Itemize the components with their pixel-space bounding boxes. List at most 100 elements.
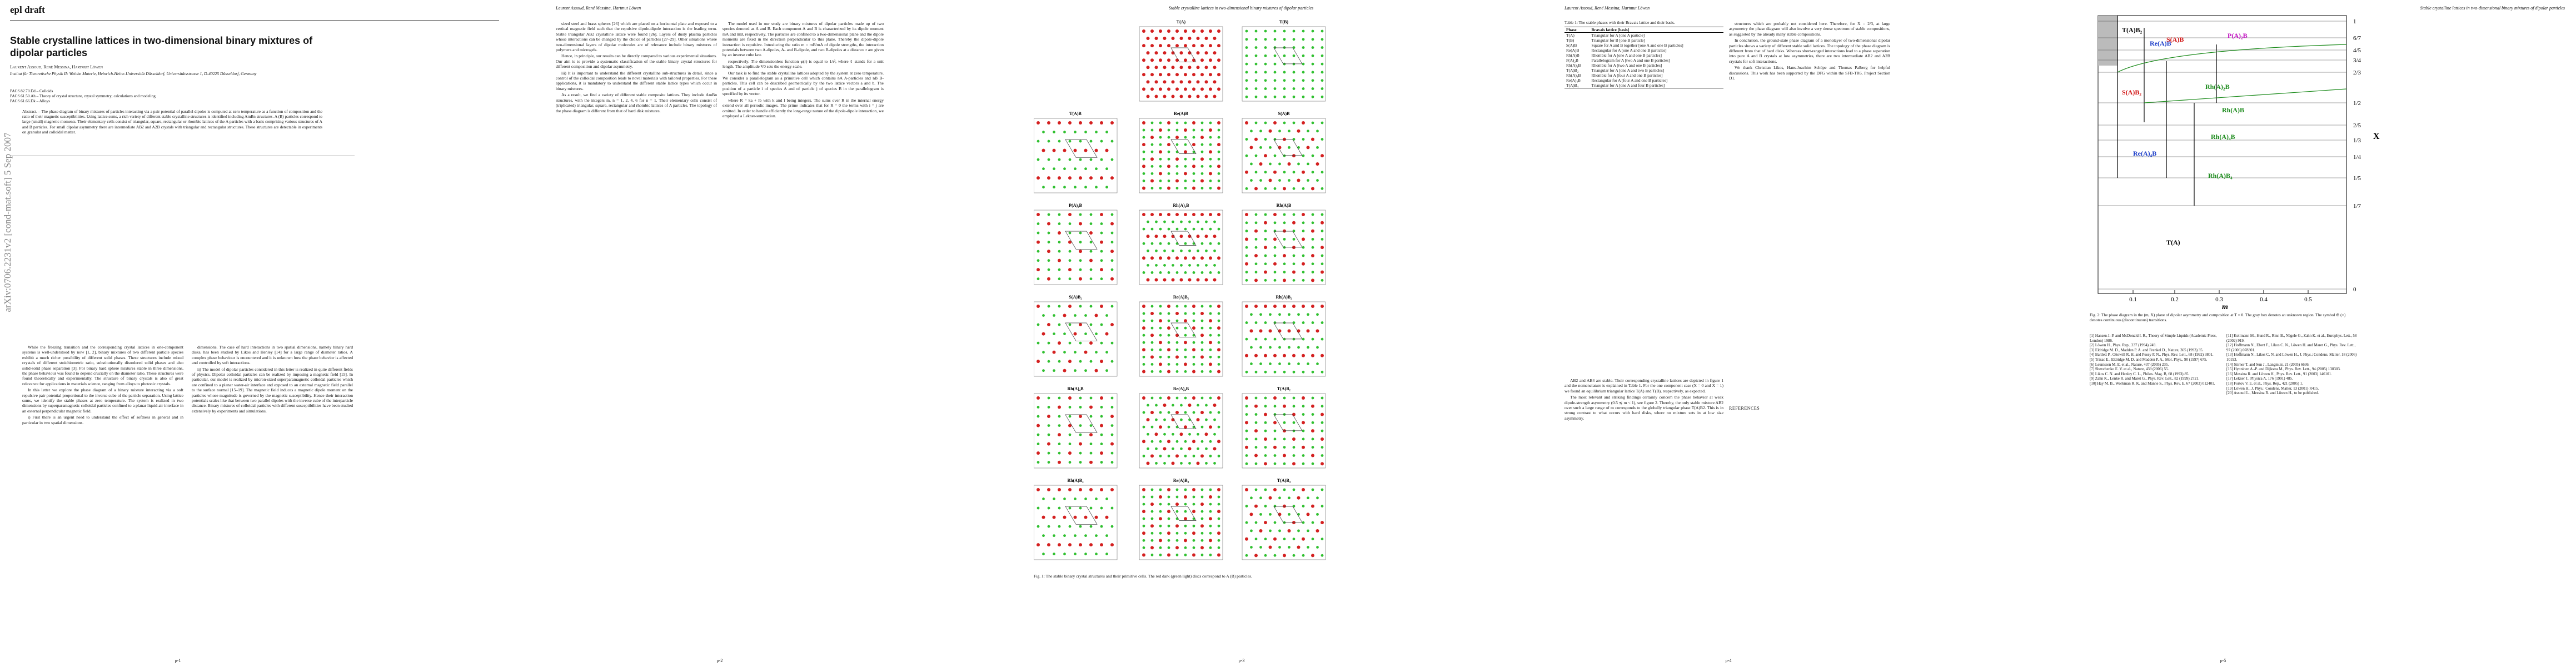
particle-a <box>1217 29 1220 33</box>
particle-b <box>1172 432 1174 436</box>
figure-caption: Fig. 1: The stable binary crystal struct… <box>1034 574 1252 579</box>
particle-a <box>1321 305 1324 308</box>
particle-b <box>1058 250 1061 253</box>
particle-b <box>1259 146 1262 149</box>
table-row: Rh(A)₂B Rhombic for A [two A and one B pa… <box>1564 63 1723 68</box>
particle-b <box>1053 186 1055 189</box>
primitive-cell <box>1065 322 1098 341</box>
particle-b <box>1192 136 1195 139</box>
particle-a <box>1150 157 1154 161</box>
particle-b <box>1264 87 1267 90</box>
particle-a <box>1245 305 1248 308</box>
particle-a <box>1268 496 1272 500</box>
particle-b <box>1095 351 1098 354</box>
particle-b <box>1217 136 1220 139</box>
particle-a <box>1167 121 1170 125</box>
particle-a <box>1321 154 1324 158</box>
particle-a <box>1254 187 1258 191</box>
particle-b <box>1037 433 1040 436</box>
particle-b <box>1142 172 1145 175</box>
particle-a <box>1188 66 1192 69</box>
particle-b <box>1311 221 1314 225</box>
particle-b <box>1100 231 1103 235</box>
particle-b <box>1058 360 1061 363</box>
particle-b <box>1292 95 1296 98</box>
particle-b <box>1264 38 1267 41</box>
particle-b <box>1063 552 1066 556</box>
particle-b <box>1150 396 1154 400</box>
particle-b <box>1302 87 1305 90</box>
particle-a <box>1142 510 1145 514</box>
particle-a <box>1159 341 1162 345</box>
particle-b <box>1089 277 1093 281</box>
particle-b <box>1147 220 1149 223</box>
particle-b <box>1254 413 1258 416</box>
particle-a <box>1245 396 1248 400</box>
references: [11] Kollmann M., Hund R., Rinn B., Näge… <box>2226 334 2358 396</box>
particle-a <box>1192 165 1195 168</box>
particle-b <box>1302 505 1305 507</box>
particle-b <box>1278 162 1281 166</box>
running-head: Stable crystalline lattices in two-dimen… <box>1168 6 1314 11</box>
particle-b <box>1259 130 1262 133</box>
particle-a <box>1167 370 1170 374</box>
particle-a <box>1042 148 1045 152</box>
lattice <box>1142 213 1220 282</box>
particle-b <box>1245 38 1248 41</box>
particle-b <box>1292 454 1296 457</box>
particle-a <box>1273 305 1277 308</box>
particle-a <box>1179 94 1183 98</box>
particle-a <box>1150 334 1154 337</box>
particle-a <box>1105 332 1109 336</box>
particle-b <box>1269 362 1272 365</box>
particle-a <box>1167 58 1170 62</box>
particle-b <box>1159 455 1162 457</box>
particle-b <box>1209 455 1212 457</box>
particle-b <box>1283 79 1286 82</box>
particle-a <box>1311 504 1314 508</box>
particle-b <box>1209 334 1212 337</box>
particle-a <box>1287 529 1291 532</box>
particle-b <box>1053 167 1055 171</box>
particle-b <box>1150 531 1154 535</box>
particle-a <box>1184 172 1187 176</box>
particle-b <box>1254 121 1258 125</box>
particle-b <box>1100 525 1103 528</box>
particle-b <box>1254 237 1258 241</box>
particle-b <box>1209 554 1212 556</box>
particle-b <box>1200 128 1204 132</box>
particle-b <box>1047 259 1050 262</box>
references-heading: REFERENCES <box>1729 406 1760 411</box>
particle-a <box>1283 504 1286 508</box>
particle-b <box>1245 521 1248 524</box>
particle-b <box>1150 165 1154 168</box>
particle-b <box>1259 546 1262 549</box>
particle-b <box>1321 262 1324 266</box>
particle-b <box>1273 505 1277 507</box>
particle-b <box>1037 259 1040 262</box>
panel-label: Re(A)B₄ <box>1173 478 1189 483</box>
particle-a <box>1297 496 1301 500</box>
particle-a <box>1179 432 1183 436</box>
particle-b <box>1184 312 1187 315</box>
particle-b <box>1321 87 1324 90</box>
particle-a <box>1063 148 1067 152</box>
particle-b <box>1264 396 1267 400</box>
particle-b <box>1155 249 1158 252</box>
particle-b <box>1100 158 1103 161</box>
particle-b <box>1142 341 1145 344</box>
particle-a <box>1204 80 1208 84</box>
lattice <box>1037 121 1114 189</box>
particle-a <box>1311 404 1314 408</box>
particle-a <box>1159 29 1162 33</box>
particle-a <box>1167 73 1170 77</box>
particle-b <box>1273 138 1277 141</box>
particle-a <box>1058 231 1061 235</box>
particle-a <box>1068 305 1072 308</box>
particle-b <box>1200 165 1204 168</box>
particle-b <box>1302 62 1305 66</box>
particle-b <box>1200 227 1204 231</box>
particle-a <box>1292 270 1296 274</box>
particle-b <box>1245 246 1248 249</box>
particle-b <box>1288 346 1291 349</box>
